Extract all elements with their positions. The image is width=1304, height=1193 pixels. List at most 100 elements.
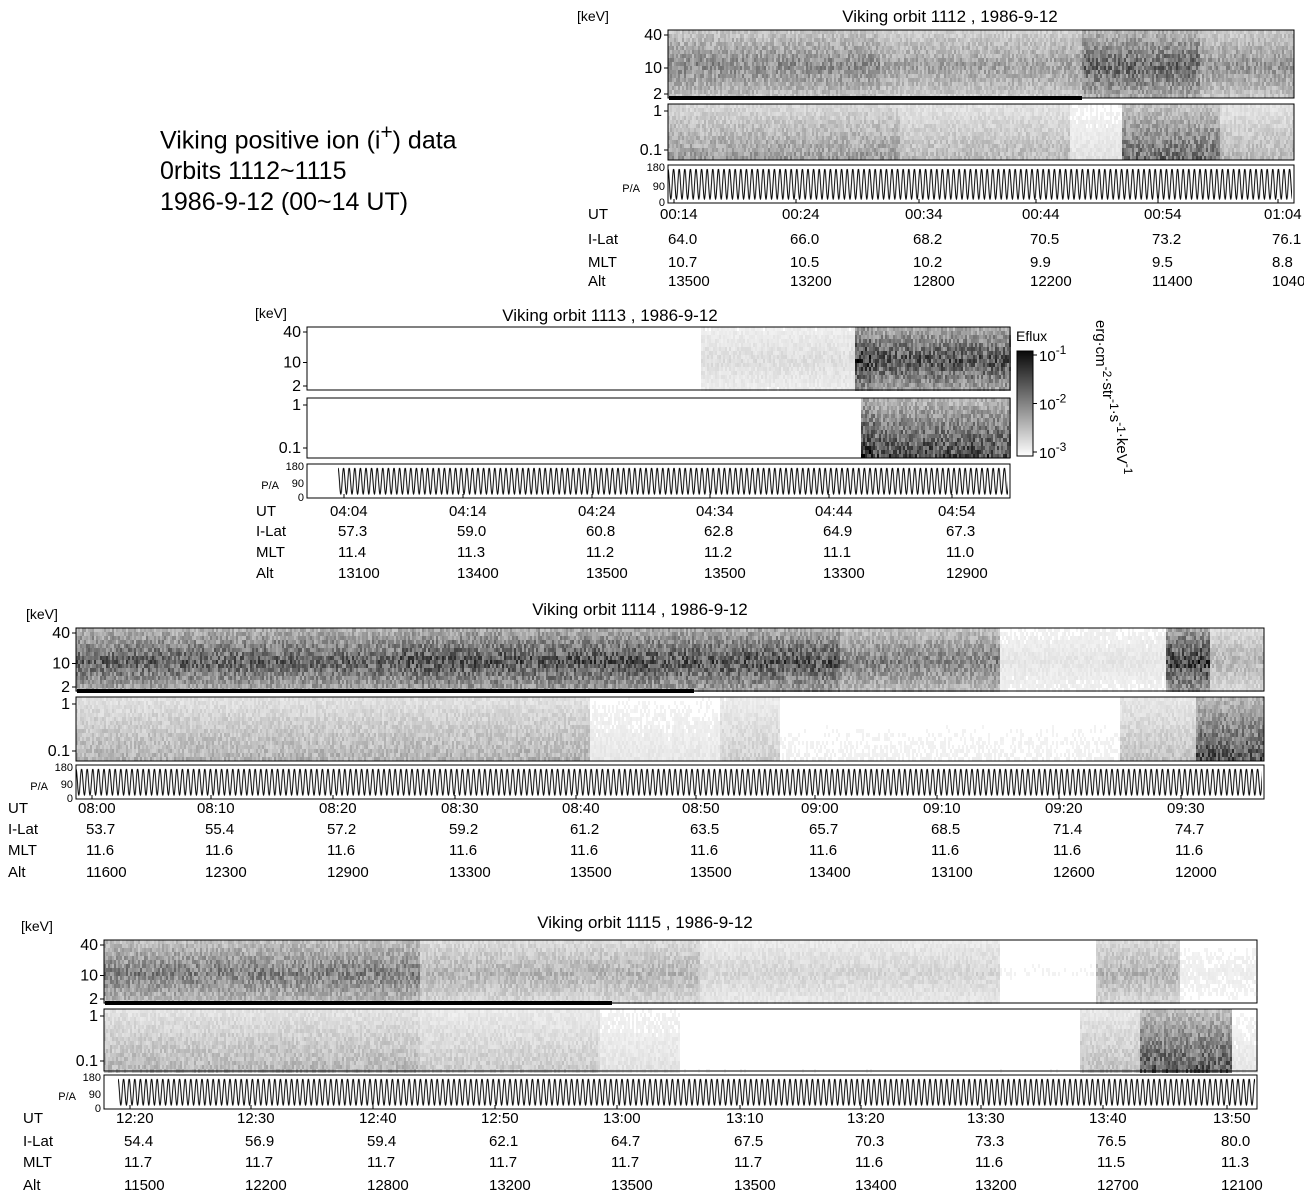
axis-value-ilat: 73.2 — [1152, 231, 1181, 248]
energy-tick-label: 40 — [644, 27, 662, 44]
axis-value-ilat: 67.3 — [946, 523, 975, 540]
axis-value-mlt: 11.5 — [1097, 1154, 1125, 1171]
axis-value-mlt: 11.2 — [704, 544, 732, 561]
axis-value-mlt: 9.5 — [1152, 254, 1173, 271]
pitch-angle-tick-label: 180 — [286, 461, 304, 473]
panel-title: Viking orbit 1114 , 1986-9-12 — [532, 600, 747, 619]
row-label-mlt: MLT — [23, 1154, 52, 1171]
pitch-angle-tick-label: 180 — [55, 762, 73, 774]
axis-value-ilat: 57.3 — [338, 523, 367, 540]
axis-value-mlt: 11.2 — [586, 544, 614, 561]
colorbar-tick-label: 10-2 — [1039, 392, 1067, 414]
row-label-ut: UT — [8, 800, 28, 817]
axis-value-ilat: 55.4 — [205, 821, 234, 838]
axis-value-alt: 13500 — [611, 1177, 653, 1193]
orbit-panel-3: Viking orbit 1114 , 1986-9-12[keV]401021… — [8, 600, 1265, 881]
pitch-angle-frame — [103, 1074, 1258, 1110]
low-energy-spectrogram — [76, 697, 1264, 761]
axis-value-mlt: 11.3 — [1221, 1154, 1249, 1171]
axis-value-mlt: 11.6 — [931, 842, 959, 859]
axis-value-alt: 11600 — [86, 864, 127, 881]
axis-value-alt: 12800 — [367, 1177, 409, 1193]
axis-value-ilat: 67.5 — [734, 1133, 763, 1150]
axis-value-mlt: 11.7 — [611, 1154, 639, 1171]
axis-value-ut: 04:24 — [578, 503, 616, 520]
axis-value-alt: 13400 — [855, 1177, 897, 1193]
pitch-angle-tick-label: 90 — [292, 478, 304, 490]
axis-value-mlt: 11.6 — [1053, 842, 1081, 859]
axis-value-ut: 08:30 — [441, 800, 479, 817]
caption-line-3: 1986-9-12 (00~14 UT) — [160, 187, 457, 218]
axis-value-ilat: 60.8 — [586, 523, 615, 540]
energy-tick-label: 10 — [52, 656, 70, 673]
axis-value-ilat: 70.3 — [855, 1133, 884, 1150]
axis-value-mlt: 11.7 — [734, 1154, 762, 1171]
axis-value-ut: 13:20 — [847, 1110, 885, 1127]
low-energy-tick-label: 1 — [61, 696, 70, 713]
low-energy-tick-label: 1 — [292, 397, 301, 414]
axis-value-ut: 08:40 — [562, 800, 600, 817]
row-label-ut: UT — [256, 503, 276, 520]
axis-value-mlt: 11.6 — [327, 842, 355, 859]
axis-value-ilat: 68.2 — [913, 231, 942, 248]
axis-value-ut: 00:14 — [660, 206, 698, 223]
high-energy-spectrogram — [104, 940, 1258, 1004]
pitch-angle-frame — [306, 463, 1011, 499]
axis-value-ut: 09:10 — [923, 800, 961, 817]
axis-value-mlt: 11.7 — [489, 1154, 517, 1171]
pitch-angle-label: P/A — [622, 183, 640, 195]
axis-value-alt: 13500 — [586, 565, 628, 582]
axis-value-ilat: 80.0 — [1221, 1133, 1250, 1150]
axis-value-alt: 13500 — [570, 864, 612, 881]
pitch-angle-tick-label: 90 — [653, 181, 665, 193]
row-label-alt: Alt — [256, 565, 274, 582]
pitch-angle-tick-label: 0 — [95, 1103, 101, 1115]
axis-value-ilat: 59.2 — [449, 821, 478, 838]
axis-value-alt: 12200 — [1030, 273, 1072, 290]
colorbar-tick-label: 10-1 — [1039, 343, 1067, 365]
axis-value-mlt: 9.9 — [1030, 254, 1051, 271]
axis-value-alt: 13400 — [457, 565, 499, 582]
axis-value-alt: 11500 — [124, 1177, 165, 1193]
row-label-ilat: I-Lat — [256, 523, 287, 540]
axis-value-ut: 08:50 — [682, 800, 720, 817]
axis-value-mlt: 11.6 — [809, 842, 837, 859]
energy-tick-label: 2 — [61, 679, 70, 696]
axis-value-alt: 13300 — [449, 864, 491, 881]
axis-value-mlt: 11.6 — [690, 842, 718, 859]
axis-value-alt: 12300 — [205, 864, 247, 881]
caption-line-1: Viking positive ion (i+) data — [160, 117, 457, 156]
row-label-ilat: I-Lat — [588, 231, 619, 248]
axis-value-ilat: 64.9 — [823, 523, 852, 540]
axis-value-ilat: 74.7 — [1175, 821, 1204, 838]
axis-value-ut: 04:54 — [938, 503, 976, 520]
axis-value-ut: 08:20 — [319, 800, 357, 817]
axis-value-mlt: 11.6 — [86, 842, 114, 859]
row-label-alt: Alt — [588, 273, 606, 290]
colorbar-tick-label: 10-3 — [1039, 440, 1067, 462]
axis-value-ut: 12:20 — [116, 1110, 154, 1127]
axis-value-ilat: 76.5 — [1097, 1133, 1126, 1150]
pitch-angle-tick-label: 180 — [83, 1072, 101, 1084]
low-energy-tick-label: 1 — [653, 103, 662, 120]
pitch-angle-trace — [118, 1078, 1255, 1106]
axis-value-mlt: 11.6 — [449, 842, 477, 859]
caption-superscript: + — [380, 121, 392, 144]
axis-value-alt: 13200 — [975, 1177, 1017, 1193]
pitch-angle-label: P/A — [58, 1091, 76, 1103]
axis-value-ut: 08:10 — [197, 800, 235, 817]
panel-title: Viking orbit 1113 , 1986-9-12 — [502, 306, 717, 325]
low-energy-tick-label: 0.1 — [76, 1053, 98, 1070]
axis-value-ilat: 53.7 — [86, 821, 115, 838]
axis-value-ilat: 61.2 — [570, 821, 599, 838]
high-energy-frame — [103, 939, 1258, 1004]
axis-value-mlt: 11.6 — [855, 1154, 883, 1171]
axis-value-ut: 04:34 — [696, 503, 734, 520]
axis-value-ilat: 57.2 — [327, 821, 356, 838]
colorbar-title: Eflux — [1016, 328, 1047, 344]
axis-value-alt: 13200 — [489, 1177, 531, 1193]
row-label-alt: Alt — [23, 1177, 41, 1193]
axis-value-alt: 13500 — [690, 864, 732, 881]
axis-value-ilat: 56.9 — [245, 1133, 274, 1150]
